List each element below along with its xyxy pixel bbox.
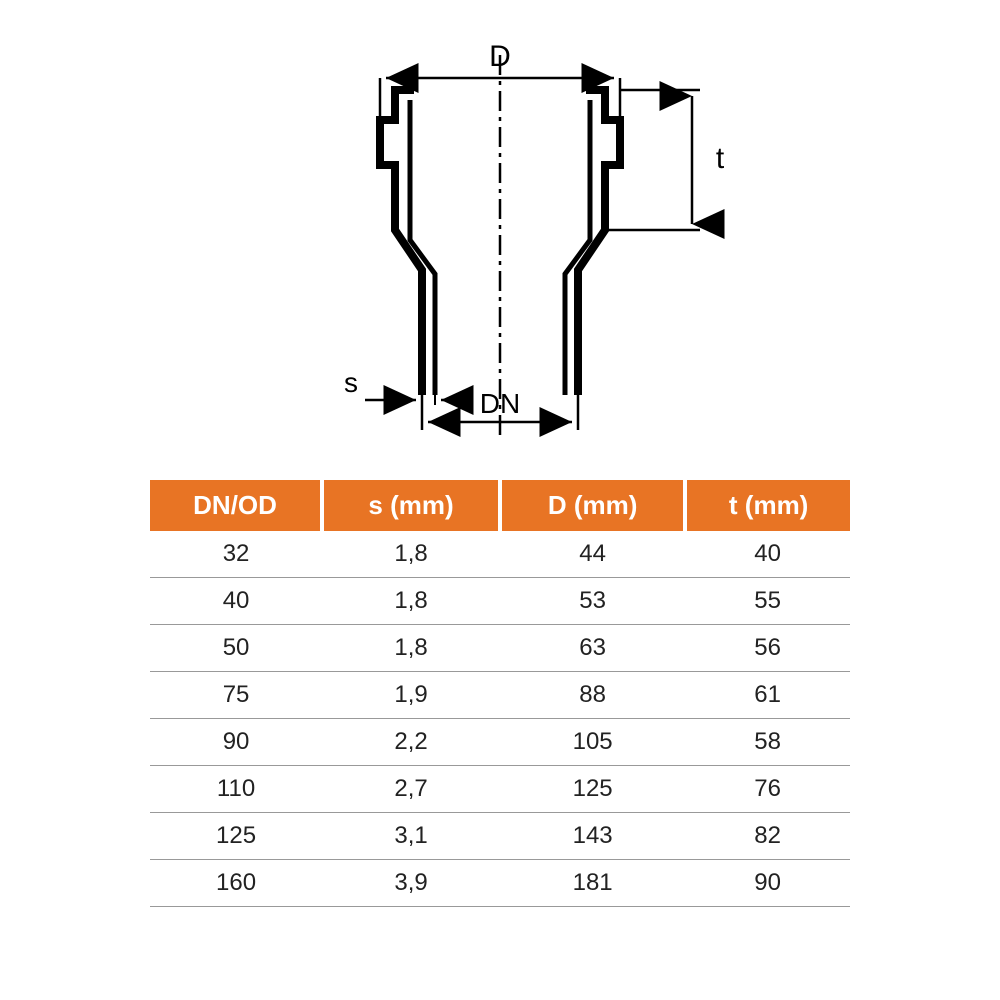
col-header: DN/OD <box>150 480 322 531</box>
table-cell: 110 <box>150 766 322 813</box>
table-cell: 160 <box>150 860 322 907</box>
table-row: 1253,114382 <box>150 813 850 860</box>
label-s: s <box>344 367 358 398</box>
table-cell: 3,1 <box>322 813 500 860</box>
table-row: 321,84440 <box>150 531 850 578</box>
table-cell: 1,9 <box>322 672 500 719</box>
table-cell: 1,8 <box>322 578 500 625</box>
table-cell: 32 <box>150 531 322 578</box>
col-header: t (mm) <box>685 480 850 531</box>
table-row: 501,86356 <box>150 625 850 672</box>
table-row: 401,85355 <box>150 578 850 625</box>
table-row: 751,98861 <box>150 672 850 719</box>
table-cell: 40 <box>150 578 322 625</box>
table-cell: 40 <box>685 531 850 578</box>
col-header: s (mm) <box>322 480 500 531</box>
table-cell: 58 <box>685 719 850 766</box>
col-header: D (mm) <box>500 480 685 531</box>
table-cell: 55 <box>685 578 850 625</box>
table-cell: 90 <box>685 860 850 907</box>
table-cell: 105 <box>500 719 685 766</box>
label-DN: DN <box>480 388 520 419</box>
table-cell: 63 <box>500 625 685 672</box>
table-cell: 125 <box>500 766 685 813</box>
table-cell: 50 <box>150 625 322 672</box>
table-cell: 181 <box>500 860 685 907</box>
table-cell: 2,7 <box>322 766 500 813</box>
label-t: t <box>716 142 725 175</box>
table-cell: 2,2 <box>322 719 500 766</box>
table-cell: 56 <box>685 625 850 672</box>
table-cell: 88 <box>500 672 685 719</box>
table-row: 1603,918190 <box>150 860 850 907</box>
diagram-svg: D t DN s <box>190 30 810 450</box>
table-cell: 76 <box>685 766 850 813</box>
table-row: 1102,712576 <box>150 766 850 813</box>
pipe-diagram: D t DN s <box>190 30 810 450</box>
table-cell: 75 <box>150 672 322 719</box>
table-cell: 1,8 <box>322 625 500 672</box>
table-cell: 44 <box>500 531 685 578</box>
table-cell: 82 <box>685 813 850 860</box>
table-cell: 3,9 <box>322 860 500 907</box>
table-row: 902,210558 <box>150 719 850 766</box>
table-cell: 1,8 <box>322 531 500 578</box>
table-cell: 53 <box>500 578 685 625</box>
table-cell: 143 <box>500 813 685 860</box>
dimensions-table: DN/OD s (mm) D (mm) t (mm) 321,84440401,… <box>150 480 850 907</box>
table-cell: 125 <box>150 813 322 860</box>
table-cell: 90 <box>150 719 322 766</box>
label-D: D <box>489 40 511 73</box>
table-cell: 61 <box>685 672 850 719</box>
